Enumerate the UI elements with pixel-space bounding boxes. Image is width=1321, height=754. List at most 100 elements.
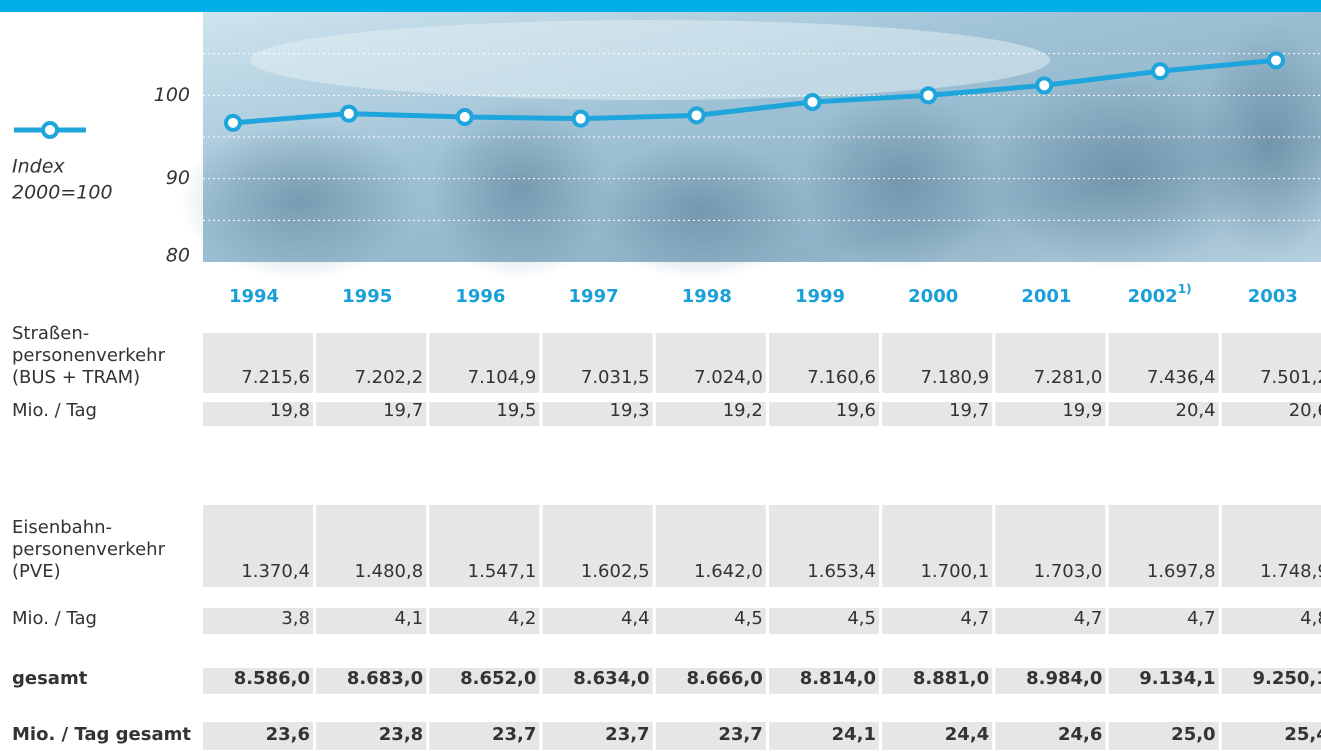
header-bar — [0, 0, 1321, 12]
table-value: 9.134,1 — [1139, 668, 1215, 689]
table-value: 7.281,0 — [1034, 367, 1103, 388]
table-value: 20,4 — [1176, 400, 1216, 421]
table-cell — [882, 608, 993, 634]
table-cell — [203, 722, 313, 750]
table-value: 4,7 — [1074, 608, 1103, 629]
table-cell — [655, 505, 766, 587]
table-cell — [1221, 333, 1321, 393]
table-value: 4,2 — [508, 608, 537, 629]
table-cell — [542, 722, 653, 750]
table-value: 7.180,9 — [920, 367, 989, 388]
x-tick-label: 1997 — [569, 286, 619, 307]
table-value: 8.666,0 — [686, 668, 762, 689]
table-cell — [316, 722, 427, 750]
table-cell — [1108, 505, 1219, 587]
table-value: 19,7 — [383, 400, 423, 421]
table-value: 20,6 — [1289, 400, 1321, 421]
x-tick-label: 1994 — [229, 286, 279, 307]
data-point — [1267, 51, 1285, 70]
table-cell — [655, 668, 766, 694]
row-label: personenverkehr — [12, 345, 166, 366]
table-value: 1.547,1 — [468, 561, 537, 582]
data-point — [919, 86, 938, 105]
x-tick-label: 20021) — [1128, 282, 1192, 308]
table-value: 19,7 — [949, 400, 989, 421]
table-value: 7.202,2 — [354, 367, 423, 388]
table-value: 19,3 — [610, 400, 650, 421]
data-point — [224, 113, 242, 132]
table-value: 23,7 — [718, 724, 762, 745]
x-tick-label: 1996 — [455, 286, 505, 307]
table-cell — [769, 668, 879, 694]
data-point — [803, 93, 822, 111]
row-label: Mio. / Tag — [12, 400, 97, 421]
data-point — [339, 104, 358, 123]
table-cell — [316, 608, 427, 634]
table-value: 19,5 — [496, 400, 536, 421]
table-value: 4,5 — [734, 608, 763, 629]
table-cell — [769, 505, 879, 587]
table-cell — [316, 333, 427, 393]
table-cell — [882, 505, 993, 587]
table-cell — [542, 505, 653, 587]
table-cell — [995, 668, 1106, 694]
table-cell — [316, 402, 427, 426]
table-cell — [542, 668, 653, 694]
table-value: 7.024,0 — [694, 367, 763, 388]
table-cell — [1108, 402, 1219, 426]
table-cell — [995, 722, 1106, 750]
row-label: personenverkehr — [12, 539, 166, 560]
table-cell — [655, 722, 766, 750]
legend-marker — [41, 121, 59, 139]
table-cell — [429, 402, 540, 426]
table-cell — [429, 608, 540, 634]
table-value: 23,8 — [379, 724, 423, 745]
table-value: 8.984,0 — [1026, 668, 1102, 689]
table-value: 25,0 — [1171, 724, 1215, 745]
table-cell — [769, 722, 879, 750]
table-value: 7.436,4 — [1147, 367, 1216, 388]
table-cell — [1221, 668, 1321, 694]
y-tick-label: 100 — [154, 84, 190, 106]
table-value: 8.814,0 — [800, 668, 876, 689]
x-tick-label: 1995 — [342, 286, 392, 307]
table-cell — [429, 333, 540, 393]
table-value: 8.683,0 — [347, 668, 423, 689]
table-cell — [655, 333, 766, 393]
table-cell — [203, 402, 313, 426]
row-label: Mio. / Tag — [12, 608, 97, 629]
table-value: 23,7 — [492, 724, 536, 745]
table-cell — [655, 402, 766, 426]
row-label: gesamt — [12, 668, 88, 689]
y-tick-label: 80 — [166, 245, 190, 267]
table-cell — [316, 668, 427, 694]
x-tick-label: 1998 — [682, 286, 732, 307]
table-value: 23,7 — [605, 724, 649, 745]
table-value: 19,6 — [836, 400, 876, 421]
table-value: 3,8 — [281, 608, 310, 629]
table-cell — [1108, 668, 1219, 694]
table-value: 8.634,0 — [573, 668, 649, 689]
table-cell — [882, 722, 993, 750]
table-cell — [882, 668, 993, 694]
table-value: 7.215,6 — [241, 367, 310, 388]
table-cell — [203, 608, 313, 634]
table-value: 23,6 — [266, 724, 310, 745]
x-tick-label: 2003 — [1248, 286, 1298, 307]
table-value: 8.881,0 — [913, 668, 989, 689]
table-cell — [316, 505, 427, 587]
table-cell — [542, 608, 653, 634]
row-label: (BUS + TRAM) — [12, 367, 140, 388]
table-value: 8.586,0 — [234, 668, 310, 689]
x-tick-label: 2000 — [908, 286, 958, 307]
table-value: 4,7 — [961, 608, 990, 629]
table-value: 1.653,4 — [807, 561, 876, 582]
data-point — [687, 106, 706, 125]
table-cell — [429, 668, 540, 694]
table-value: 4,7 — [1187, 608, 1216, 629]
table-value: 1.700,1 — [920, 561, 989, 582]
table-value: 1.602,5 — [581, 561, 650, 582]
table-cell — [1108, 722, 1219, 750]
table-value: 7.501,2 — [1260, 367, 1321, 388]
